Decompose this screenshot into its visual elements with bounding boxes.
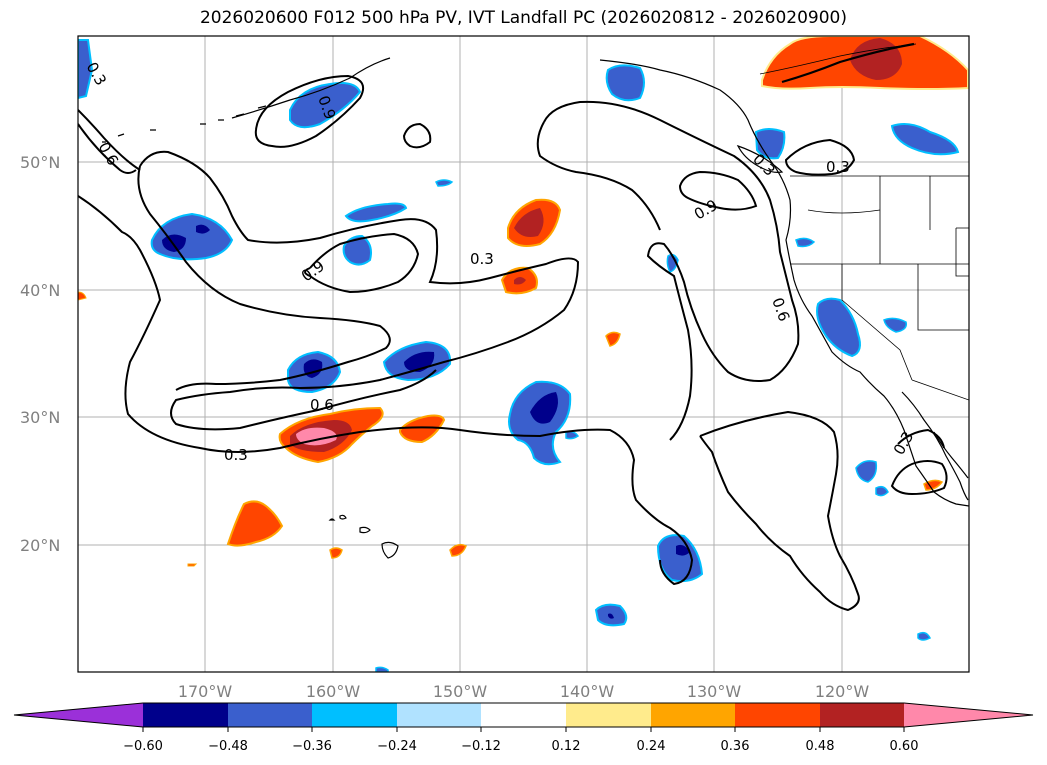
- colorbar-tick-label: −0.48: [208, 739, 248, 754]
- contour-label: 0.3: [470, 250, 494, 268]
- colorbar-segment: [143, 703, 228, 727]
- colorbar-segment: [481, 703, 566, 727]
- colorbar-ticks: [142, 727, 905, 732]
- lon-label: 140°W: [560, 682, 615, 701]
- colorbar-extend-min: [14, 703, 143, 727]
- heavy-border: [781, 42, 915, 84]
- colorbar-tick-label: −0.24: [377, 739, 417, 754]
- colorbar-tick-label: 0.12: [552, 739, 581, 754]
- colorbar-extend-max: [904, 703, 1033, 727]
- colorbar-tick-label: −0.12: [461, 739, 501, 754]
- contour-label: 0.6: [310, 396, 334, 414]
- lon-label: 160°W: [306, 682, 361, 701]
- map-frame: [77, 35, 970, 673]
- contour-label: 0.3: [224, 446, 248, 464]
- lat-label: 40°N: [20, 281, 60, 300]
- lat-labels: 50°N 40°N 30°N 20°N: [20, 153, 60, 555]
- lon-label: 130°W: [687, 682, 742, 701]
- lon-label: 150°W: [433, 682, 488, 701]
- colorbar-segment: [397, 703, 481, 727]
- colorbar: −0.60 −0.48 −0.36 −0.24 −0.12 0.12 0.24 …: [13, 702, 1034, 754]
- lon-label: 120°W: [815, 682, 870, 701]
- map-panel: [78, 36, 969, 672]
- colorbar-tick-label: −0.60: [123, 739, 163, 754]
- lat-label: 50°N: [20, 153, 60, 172]
- contour-label: 0.3: [826, 158, 850, 176]
- colorbar-segment: [228, 703, 312, 727]
- colorbar-segment: [820, 703, 904, 727]
- political-borders: [759, 43, 969, 401]
- colorbar-tick-label: 0.60: [890, 739, 919, 754]
- colorbar-segment: [651, 703, 735, 727]
- pv-contours: [78, 74, 948, 612]
- lat-label: 20°N: [20, 536, 60, 555]
- lon-label: 170°W: [178, 682, 233, 701]
- colorbar-segment: [566, 703, 651, 727]
- lat-label: 30°N: [20, 408, 60, 427]
- colorbar-tick-label: 0.24: [637, 739, 666, 754]
- colorbar-segment: [735, 703, 820, 727]
- lon-labels: 170°W 160°W 150°W 140°W 130°W 120°W: [178, 682, 870, 701]
- colorbar-segment: [312, 703, 397, 727]
- colorbar-tick-label: −0.36: [292, 739, 332, 754]
- colorbar-tick-label: 0.36: [721, 739, 750, 754]
- colorbar-tick-label: 0.48: [806, 739, 835, 754]
- coastlines: [102, 57, 969, 559]
- plot-title: 2026020600 F012 500 hPa PV, IVT Landfall…: [199, 8, 847, 28]
